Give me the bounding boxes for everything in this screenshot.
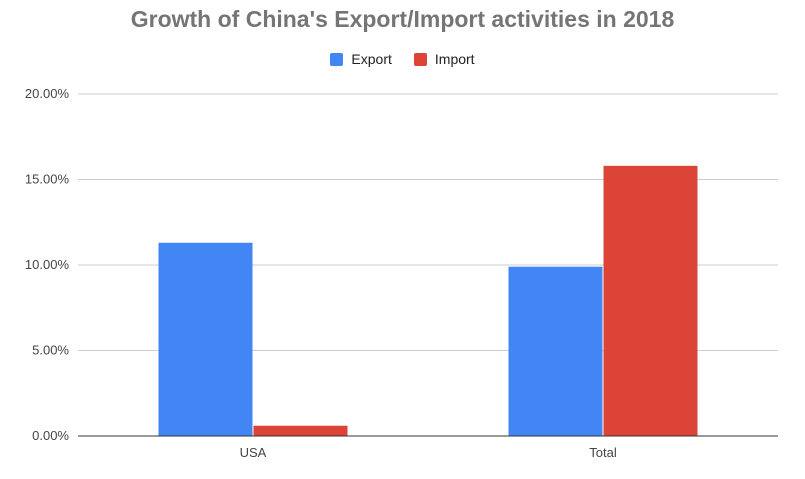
- y-tick-label: 5.00%: [32, 343, 69, 358]
- legend-swatch-import: [413, 52, 427, 66]
- legend-swatch-export: [330, 52, 344, 66]
- y-tick-label: 20.00%: [25, 86, 70, 101]
- bar-import-usa[interactable]: [253, 425, 348, 436]
- y-tick-label: 15.00%: [25, 172, 70, 187]
- bar-export-total[interactable]: [508, 266, 603, 436]
- bar-import-total[interactable]: [603, 165, 698, 436]
- x-tick-label: USA: [240, 445, 267, 460]
- y-tick-label: 10.00%: [25, 257, 70, 272]
- legend: Export Import: [0, 51, 805, 67]
- chart-title: Growth of China's Export/Import activiti…: [130, 6, 675, 32]
- y-tick-label: 0.00%: [32, 428, 69, 443]
- x-tick-label: Total: [589, 445, 617, 460]
- legend-label-import: Import: [434, 51, 475, 67]
- legend-label-export: Export: [351, 51, 392, 67]
- legend-item-import[interactable]: Import: [413, 51, 475, 67]
- legend-item-export[interactable]: Export: [330, 51, 392, 67]
- bar-export-usa[interactable]: [158, 242, 253, 436]
